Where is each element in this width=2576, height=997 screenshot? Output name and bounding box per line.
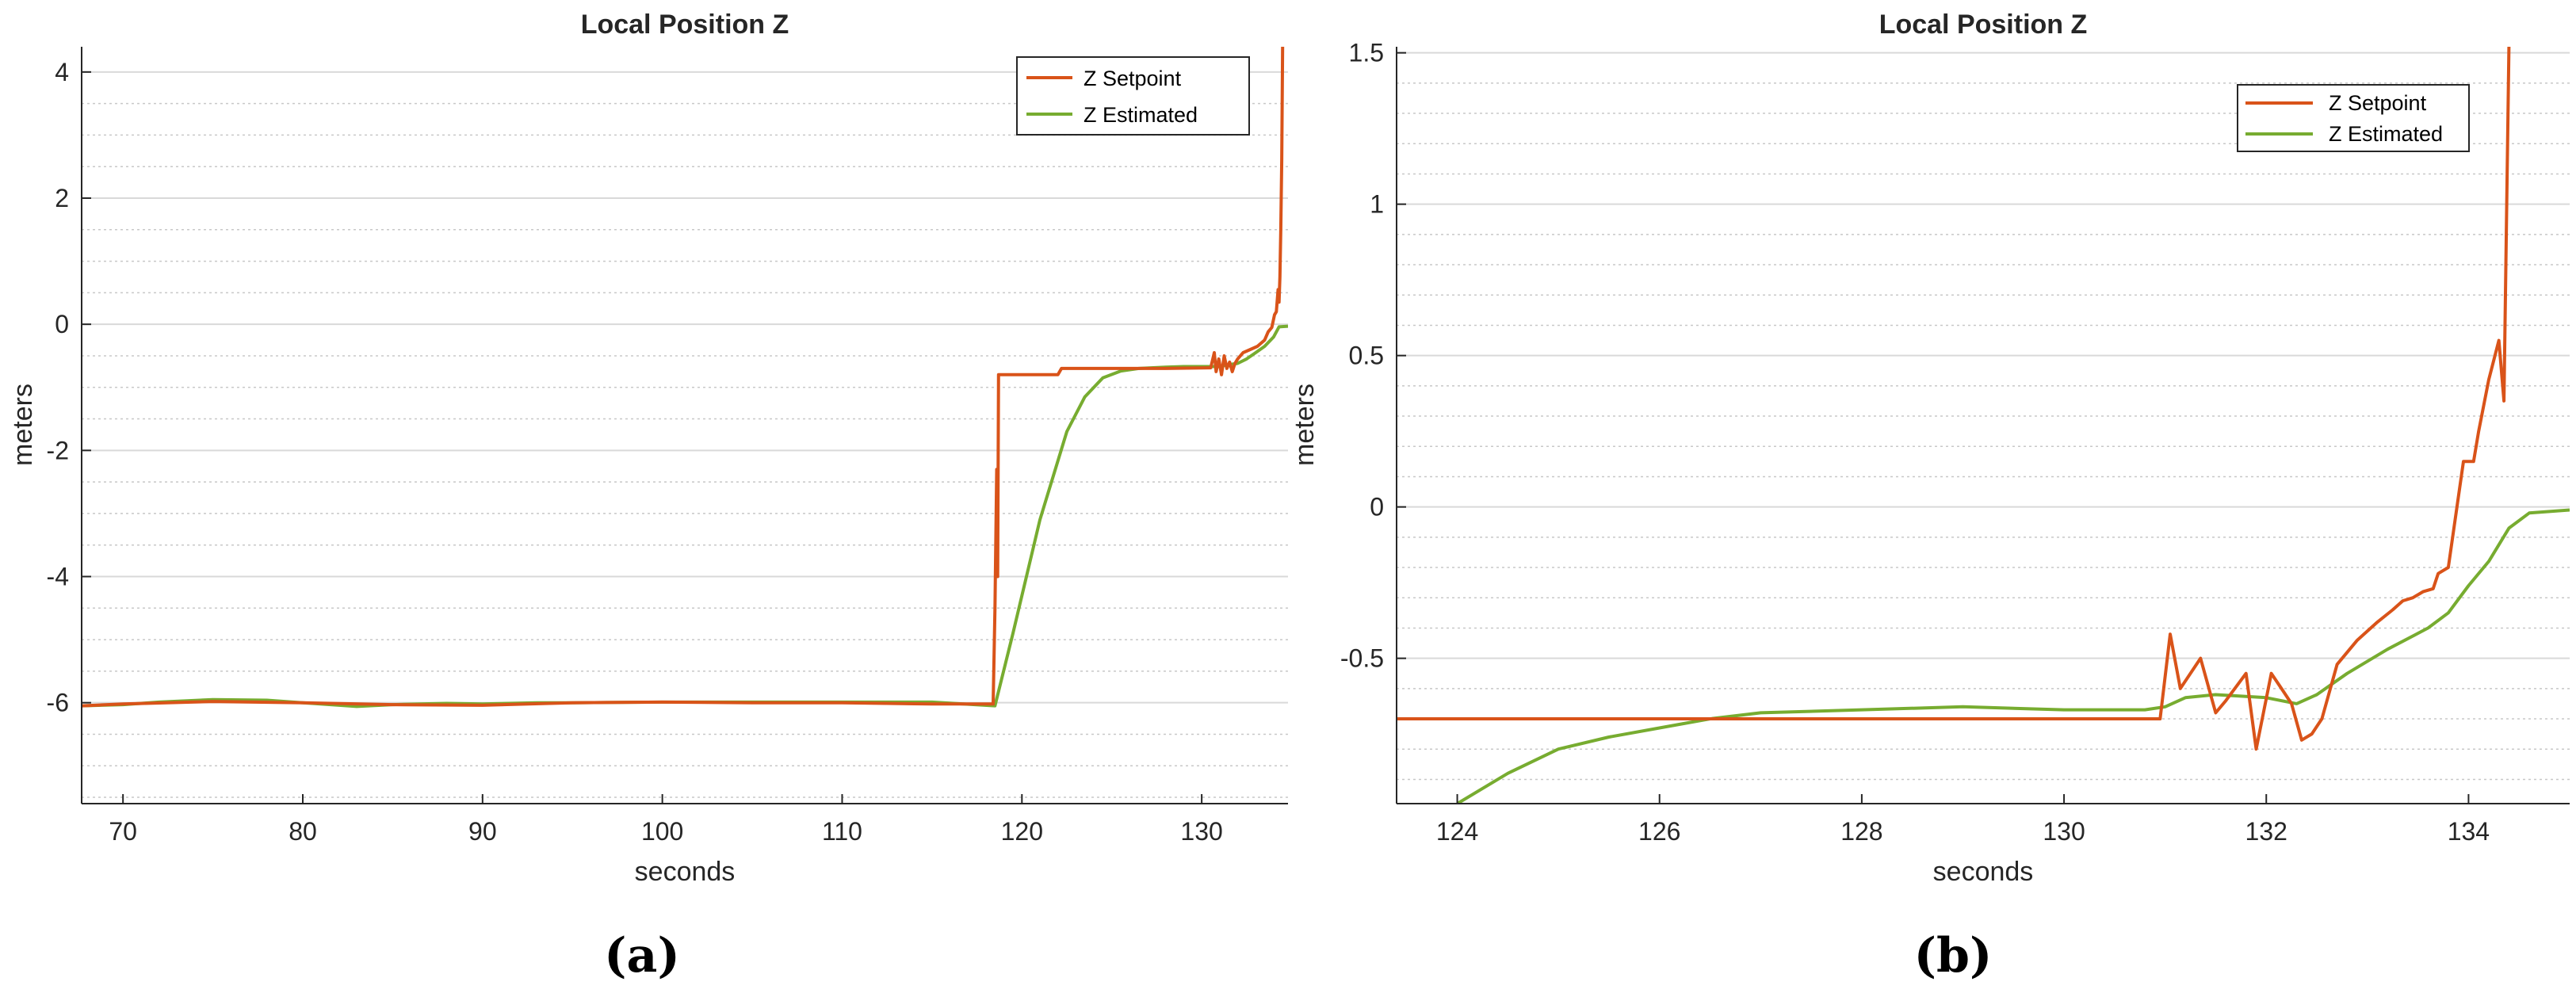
legend-label-setpoint: Z Setpoint — [1084, 67, 1182, 90]
x-axis-label: seconds — [635, 857, 736, 887]
legend-label-estimated: Z Estimated — [1084, 103, 1198, 127]
x-tick-label: 132 — [2245, 817, 2287, 846]
y-tick-label: -4 — [47, 563, 69, 591]
plot-area — [82, 47, 1288, 804]
y-tick-label: 0 — [55, 310, 69, 338]
legend-label-estimated: Z Estimated — [2329, 122, 2443, 146]
x-tick-label: 90 — [468, 817, 497, 846]
y-tick-label: 4 — [55, 58, 69, 86]
tick-labels: -0.5 0 0.5 1 1.5 124 126 128 130 132 134 — [1340, 39, 2490, 846]
chart-title: Local Position Z — [1879, 10, 2088, 40]
panel-label: (a) — [604, 928, 680, 984]
y-axis-label: meters — [1290, 384, 1320, 466]
legend-box — [2237, 84, 2470, 152]
series-line-estimated — [1456, 508, 2570, 804]
axes — [1396, 47, 2570, 804]
y-tick-label: -6 — [47, 689, 69, 717]
axes — [81, 47, 1288, 804]
series-line-estimated — [82, 324, 1288, 709]
x-tick-label: 120 — [1001, 817, 1043, 846]
series-layer — [1397, 47, 2570, 804]
x-tick-label: 126 — [1638, 817, 1680, 846]
series-line-setpoint — [1397, 47, 2511, 751]
tick-labels: -6 -4 -2 0 2 4 70 80 90 100 110 120 130 — [47, 58, 1223, 846]
y-tick-label: 2 — [55, 184, 69, 212]
x-tick-label: 110 — [822, 817, 862, 846]
chart-panel-b: -0.5 0 0.5 1 1.5 124 126 128 130 132 134 Local Pos… — [1290, 10, 2570, 984]
y-tick-label: -0.5 — [1340, 644, 1384, 673]
series-layer — [82, 47, 1288, 709]
y-tick-label: 0.5 — [1349, 342, 1384, 370]
y-axis-label: meters — [8, 384, 38, 466]
series-line-setpoint — [82, 47, 1285, 708]
plot-area — [1397, 47, 2570, 804]
x-tick-label: 130 — [1180, 817, 1222, 846]
x-tick-label: 134 — [2448, 817, 2490, 846]
y-tick-label: 0 — [1370, 493, 1384, 521]
legend-box — [1016, 56, 1250, 136]
chart-panel-a: -6 -4 -2 0 2 4 70 80 90 100 110 120 130 Local Positi… — [8, 10, 1288, 984]
x-tick-label: 124 — [1436, 817, 1478, 846]
legend: Z Setpoint Z Estimated — [1016, 56, 1250, 136]
legend: Z Setpoint Z Estimated — [2237, 84, 2470, 152]
x-axis-label: seconds — [1933, 857, 2034, 887]
x-tick-label: 70 — [109, 817, 137, 846]
x-tick-label: 100 — [641, 817, 683, 846]
y-tick-label: -2 — [47, 436, 69, 464]
x-tick-label: 128 — [1840, 817, 1882, 846]
legend-label-setpoint: Z Setpoint — [2329, 91, 2427, 115]
x-tick-label: 80 — [289, 817, 317, 846]
chart-title: Local Position Z — [581, 10, 789, 40]
x-tick-label: 130 — [2043, 817, 2085, 846]
y-tick-label: 1.5 — [1349, 39, 1384, 67]
y-tick-label: 1 — [1370, 190, 1384, 219]
panel-label: (b) — [1914, 928, 1993, 984]
